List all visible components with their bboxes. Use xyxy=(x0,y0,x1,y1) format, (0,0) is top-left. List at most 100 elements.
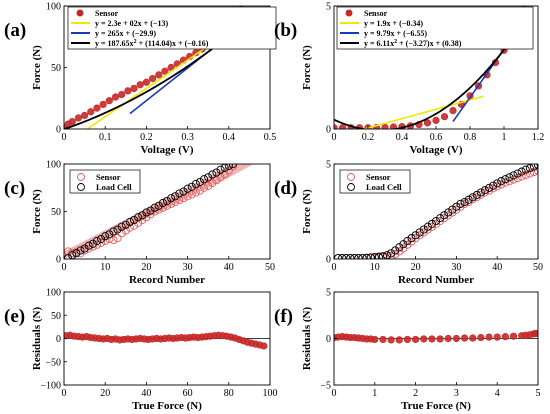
legend-label: Sensor xyxy=(96,172,121,182)
confidence-band xyxy=(64,164,254,259)
x-tick-label: 10 xyxy=(100,262,110,273)
data-point xyxy=(260,342,268,350)
y-tick-label: 0 xyxy=(56,255,61,266)
data-point xyxy=(101,232,110,241)
data-point xyxy=(92,236,102,245)
x-tick-label: 1 xyxy=(372,388,377,399)
x-axis-label: Voltage (V) xyxy=(409,144,462,156)
legend-marker xyxy=(347,173,355,181)
data-point xyxy=(88,239,97,248)
data-point xyxy=(111,93,120,101)
data-point xyxy=(468,193,477,202)
data-point xyxy=(148,74,157,83)
data-point xyxy=(509,175,518,184)
panel-letter: (b) xyxy=(274,20,297,41)
legend-label: y = 9.79x + (−6.55) xyxy=(364,29,427,38)
data-point xyxy=(533,164,538,169)
y-axis-label: Force (N) xyxy=(301,45,313,90)
x-tick-label: 1 xyxy=(502,132,507,143)
data-point xyxy=(525,164,534,173)
data-point xyxy=(121,220,130,229)
data-point xyxy=(370,253,379,259)
data-point xyxy=(228,164,237,169)
y-tick-label: 100 xyxy=(46,160,61,171)
data-point xyxy=(378,253,388,259)
data-point xyxy=(113,225,122,234)
data-point xyxy=(87,108,95,116)
data-point xyxy=(387,251,396,259)
x-tick-label: 0.2 xyxy=(140,132,153,143)
legend-box xyxy=(69,169,141,194)
x-axis-label: Voltage (V) xyxy=(140,144,193,156)
data-point xyxy=(427,222,436,231)
data-point xyxy=(517,167,526,176)
legend-label: y = 265x + (−29.9) xyxy=(95,29,156,38)
x-tick-label: 40 xyxy=(492,262,502,273)
data-point xyxy=(68,118,76,126)
data-point xyxy=(97,234,106,244)
x-tick-label: 0 xyxy=(332,262,337,273)
data-point xyxy=(448,205,457,214)
data-point xyxy=(208,178,217,188)
x-tick-label: 40 xyxy=(141,388,151,399)
x-tick-label: 20 xyxy=(411,262,421,273)
x-tick-label: 60 xyxy=(183,388,193,399)
x-tick-label: 1.2 xyxy=(532,132,545,143)
data-point xyxy=(436,335,444,343)
data-point xyxy=(395,336,403,344)
data-point xyxy=(449,106,457,115)
data-point xyxy=(228,164,237,170)
data-point xyxy=(191,188,200,197)
data-point xyxy=(521,165,530,174)
data-point xyxy=(485,333,493,341)
x-tick-label: 4 xyxy=(495,388,500,399)
data-point xyxy=(501,178,510,187)
x-tick-label: 30 xyxy=(183,262,193,273)
data-point xyxy=(477,333,485,342)
data-point xyxy=(74,114,83,122)
data-point xyxy=(529,164,538,171)
data-point xyxy=(427,219,436,228)
data-point xyxy=(460,199,469,208)
panel-b: 0 0.2 0.4 0.6 0.8 1 1.2 0 5 Voltage (V) Force (N) (… xyxy=(274,2,544,157)
data-point xyxy=(200,175,209,184)
data-point xyxy=(105,234,114,244)
x-tick-label: 3 xyxy=(454,388,459,399)
x-tick-label: 0.4 xyxy=(223,132,236,143)
data-point xyxy=(395,247,404,256)
legend-label: Load Cell xyxy=(366,182,402,192)
panel-d: 0 10 20 30 40 50 0 5 Record Number Force (N) (d) Se… xyxy=(274,160,543,287)
y-axis-label: Residuals (N) xyxy=(301,307,313,371)
data-point xyxy=(412,335,420,344)
data-point xyxy=(134,213,143,222)
y-tick-label: 5 xyxy=(326,160,331,171)
x-tick-label: 0.8 xyxy=(464,132,477,143)
x-tick-label: 0.2 xyxy=(362,132,375,143)
panel-e: 0 20 40 60 80 100 −100 −50 0 50 100 True Force (N) R… xyxy=(4,288,278,413)
data-point xyxy=(224,166,233,175)
data-point xyxy=(489,184,498,193)
data-point xyxy=(124,87,132,95)
data-point xyxy=(130,84,138,93)
data-point xyxy=(212,168,221,177)
data-point xyxy=(68,249,77,258)
data-point xyxy=(216,165,225,174)
data-point xyxy=(88,242,97,251)
data-point xyxy=(480,188,490,197)
x-tick-label: 50 xyxy=(265,262,275,273)
y-tick-label: 0 xyxy=(326,125,331,136)
x-tick-label: 0 xyxy=(332,388,337,399)
data-point xyxy=(113,234,122,243)
y-tick-label: −50 xyxy=(45,357,61,368)
x-tick-label: 0 xyxy=(62,388,67,399)
data-point xyxy=(403,236,412,245)
data-point xyxy=(444,211,453,220)
data-point xyxy=(64,254,73,259)
data-point xyxy=(105,97,113,105)
data-point xyxy=(175,189,184,198)
legend-label: Sensor xyxy=(95,9,119,18)
x-axis-label: Record Number xyxy=(398,274,474,286)
legend-marker xyxy=(345,9,353,17)
data-point xyxy=(497,180,506,189)
